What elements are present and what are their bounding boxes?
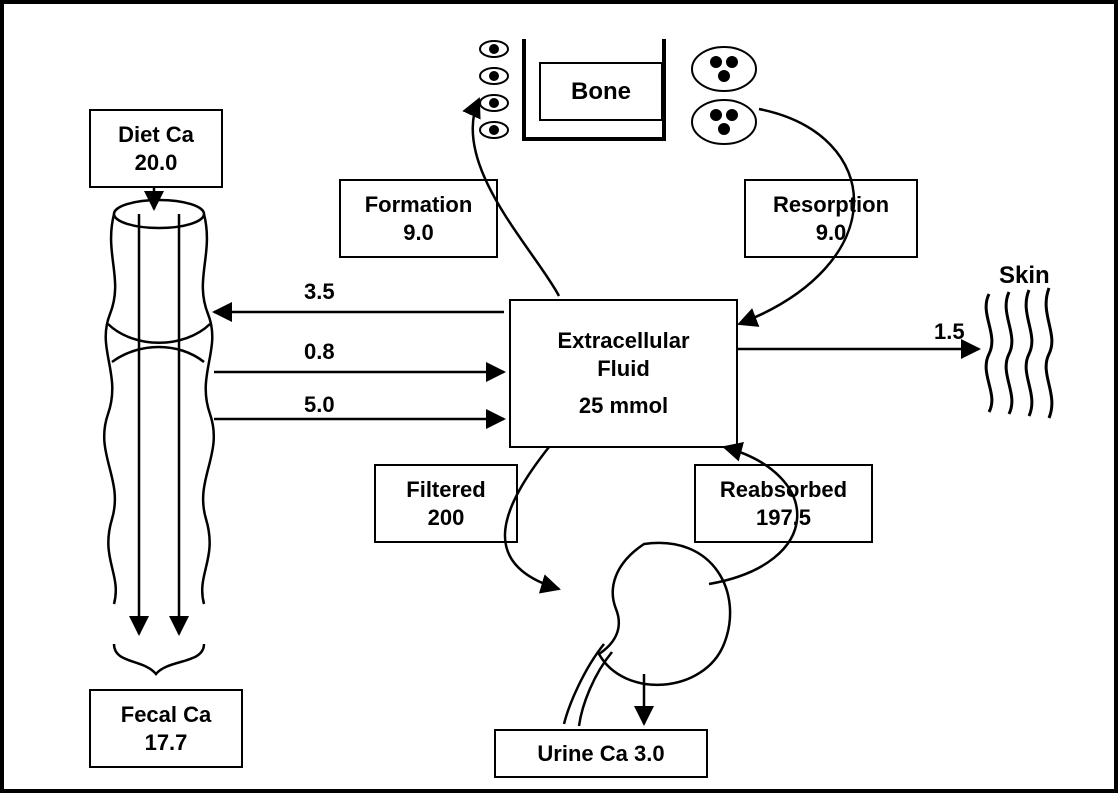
formation-l2: 9.0: [403, 219, 434, 247]
bone-l1: Bone: [571, 77, 631, 107]
lbl-3-5: 3.5: [304, 279, 335, 305]
lbl-skin: Skin: [999, 262, 1050, 290]
filtered-l1: Filtered: [406, 476, 485, 504]
kidney-icon: [564, 543, 730, 726]
box-diet: Diet Ca 20.0: [89, 109, 223, 188]
reabsorbed-l1: Reabsorbed: [720, 476, 847, 504]
fecal-l1: Fecal Ca: [121, 701, 212, 729]
resorption-l1: Resorption: [773, 191, 889, 219]
lbl-5-0: 5.0: [304, 392, 335, 418]
box-urine: Urine Ca 3.0: [494, 729, 708, 778]
resorption-l2: 9.0: [816, 219, 847, 247]
formation-l1: Formation: [365, 191, 473, 219]
diagram-frame: Diet Ca 20.0 Formation 9.0 Bone Resorpti…: [0, 0, 1118, 793]
lbl-0-8: 0.8: [304, 339, 335, 365]
diet-l1: Diet Ca: [118, 121, 194, 149]
box-resorption: Resorption 9.0: [744, 179, 918, 258]
ecf-l3: 25 mmol: [579, 392, 668, 420]
filtered-l2: 200: [428, 504, 465, 532]
box-fecal: Fecal Ca 17.7: [89, 689, 243, 768]
box-filtered: Filtered 200: [374, 464, 518, 543]
box-bone: Bone: [539, 62, 663, 121]
reabsorbed-l2: 197.5: [756, 504, 811, 532]
osteoblast-icons: [480, 41, 508, 138]
lbl-1-5: 1.5: [934, 319, 965, 345]
fecal-l2: 17.7: [145, 729, 188, 757]
box-reabsorbed: Reabsorbed 197.5: [694, 464, 873, 543]
diet-l2: 20.0: [135, 149, 178, 177]
box-ecf: Extracellular Fluid 25 mmol: [509, 299, 738, 448]
urine-l1: Urine Ca 3.0: [537, 740, 664, 768]
intestine-icon: [104, 200, 214, 674]
box-formation: Formation 9.0: [339, 179, 498, 258]
skin-icon: [986, 288, 1052, 418]
ecf-l1: Extracellular: [557, 327, 689, 355]
ecf-l2: Fluid: [597, 355, 650, 383]
osteoclast-icons: [692, 47, 756, 144]
